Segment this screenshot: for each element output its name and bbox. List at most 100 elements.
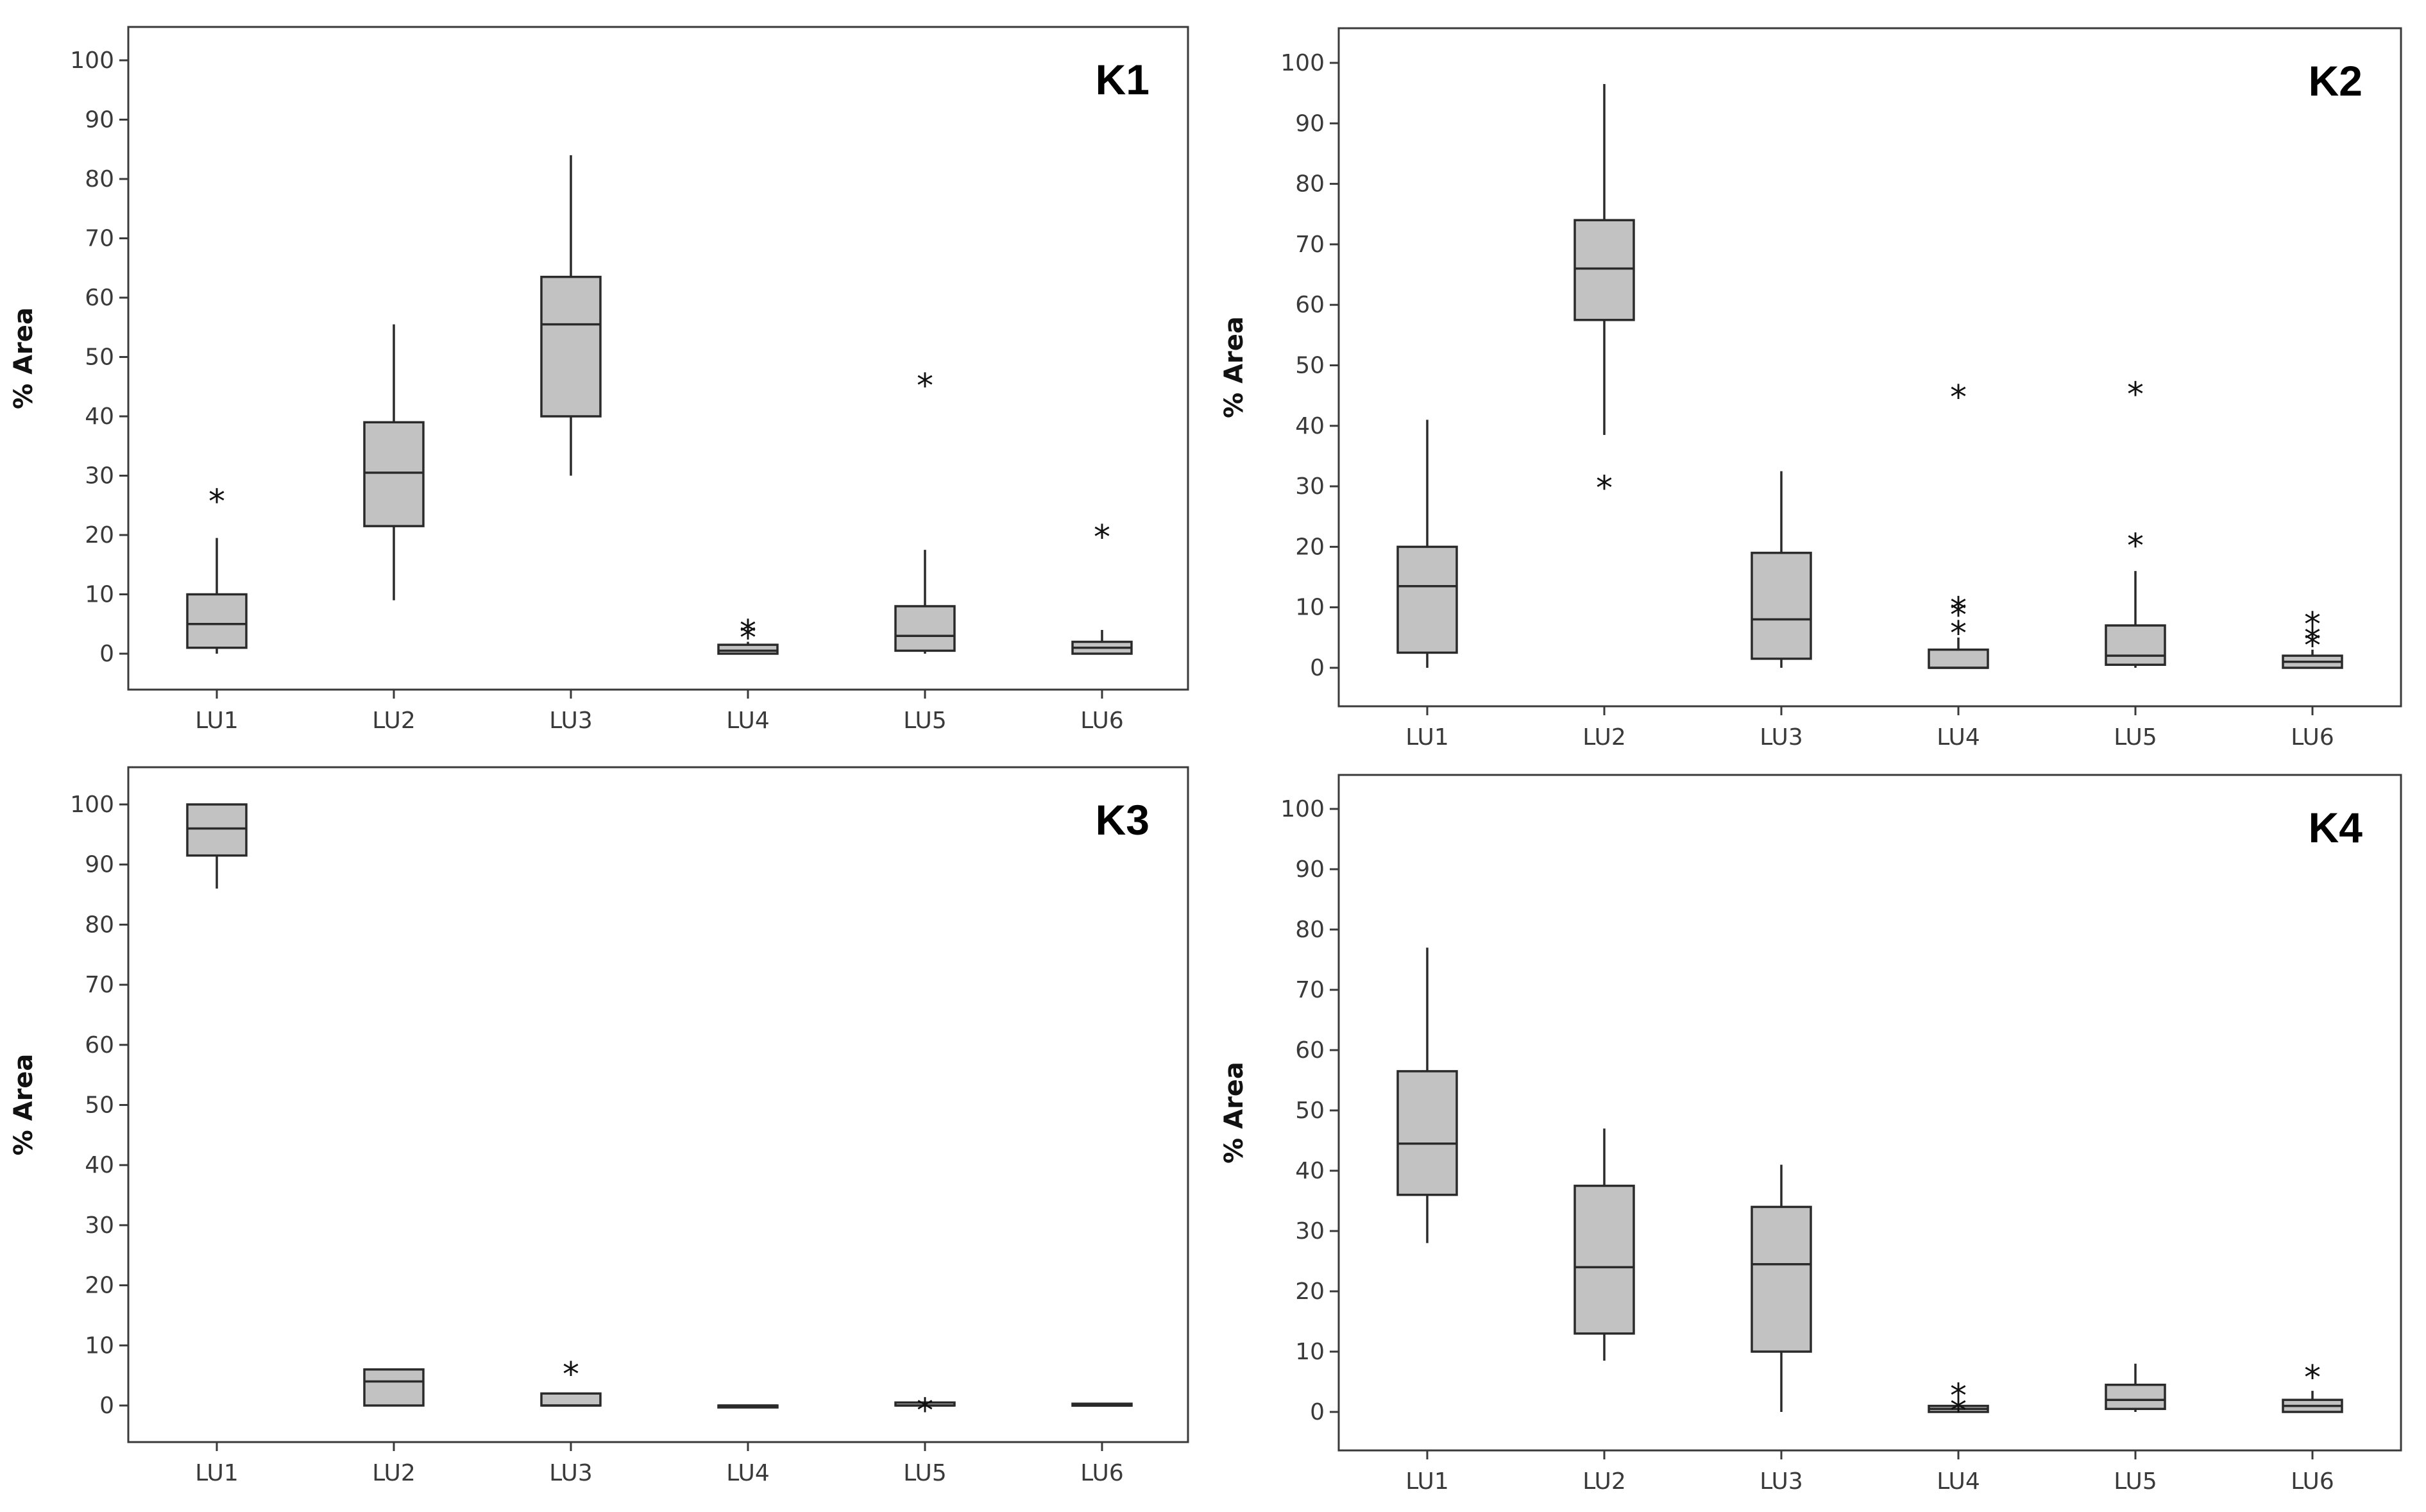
y-tick-label: 30	[1295, 473, 1325, 500]
y-tick-label: 100	[1280, 796, 1325, 822]
x-tick-label: LU5	[903, 1460, 947, 1486]
box-lu4: ****	[1928, 378, 1989, 669]
x-tick-label: LU1	[1405, 724, 1449, 751]
panel-k1: 0 10 20 30 40 50 60 70 80 90 100 % Area K1 LU1 LU2 LU3 L…	[9, 26, 1189, 734]
panel-title: K3	[1096, 796, 1149, 844]
x-tick-label: LU2	[372, 708, 416, 734]
iqr-box	[2105, 1383, 2166, 1411]
y-tick-label: 20	[1295, 534, 1325, 560]
iqr-box	[1574, 1184, 1635, 1335]
x-tick-label: LU3	[1760, 724, 1803, 751]
y-tick-label: 20	[85, 522, 114, 548]
y-tick-label: 40	[85, 1152, 114, 1178]
y-tick-label: 50	[85, 1092, 114, 1119]
panel-title: K4	[2309, 804, 2363, 851]
iqr-box	[1574, 219, 1635, 321]
x-tick-label: LU2	[1582, 1468, 1626, 1495]
y-tick-label: 40	[1295, 1158, 1325, 1184]
iqr-box	[1751, 1205, 1812, 1353]
x-tick-label: LU3	[549, 1460, 593, 1486]
outlier-marker: *	[1950, 378, 1967, 417]
y-tick-label: 40	[85, 403, 114, 430]
iqr-box	[1396, 545, 1458, 654]
y-tick-label: 10	[1295, 595, 1325, 621]
y-tick-label: 30	[1295, 1218, 1325, 1244]
box-lu2	[363, 324, 425, 600]
x-tick-label: LU2	[1582, 724, 1626, 751]
box-lu1: *	[186, 482, 248, 654]
y-tick-label: 10	[85, 1332, 114, 1359]
panel-title: K2	[2309, 57, 2362, 105]
x-tick-label: LU1	[1405, 1468, 1449, 1495]
y-tick-label: 50	[85, 344, 114, 371]
plot-frame	[127, 766, 1189, 1443]
plot-frame	[1337, 27, 2402, 708]
iqr-box	[540, 1392, 602, 1407]
outlier-marker: *	[1950, 1392, 1967, 1431]
x-tick-label: LU5	[903, 708, 947, 734]
iqr-box	[894, 605, 956, 652]
outlier-marker: *	[2304, 1359, 2321, 1397]
box-lu3	[1751, 1164, 1812, 1412]
outlier-marker: *	[917, 367, 933, 405]
iqr-box	[1396, 1070, 1458, 1196]
box-lu6: *	[2282, 1359, 2343, 1413]
iqr-box	[186, 593, 248, 649]
x-tick-label: LU6	[2291, 1468, 2334, 1495]
box-lu6: ***	[2282, 606, 2343, 669]
x-tick-label: LU3	[1760, 1468, 1803, 1495]
outlier-marker: *	[1596, 470, 1613, 508]
outlier-marker: *	[1094, 518, 1110, 557]
x-tick-label: LU6	[2291, 724, 2334, 751]
x-tick-label: LU6	[1080, 708, 1124, 734]
box-lu1	[1396, 420, 1458, 668]
box-lu3	[1751, 471, 1812, 668]
x-tick-label: LU3	[549, 708, 593, 734]
y-tick-label: 40	[1295, 413, 1325, 439]
box-lu1	[186, 803, 248, 889]
y-tick-label: 70	[85, 226, 114, 252]
outlier-marker: *	[2304, 606, 2321, 644]
box-lu1	[1396, 947, 1458, 1243]
y-tick-label: 30	[85, 463, 114, 489]
outlier-marker: *	[1950, 590, 1967, 629]
y-tick-label: 50	[1295, 353, 1325, 379]
x-tick-label: LU4	[726, 708, 770, 734]
box-lu3: *	[540, 1355, 602, 1407]
outlier-marker: *	[2304, 627, 2321, 665]
x-tick-label: LU1	[195, 708, 239, 734]
box-lu5: *	[894, 1391, 956, 1430]
iqr-box	[363, 421, 425, 527]
box-lu5: **	[2105, 376, 2166, 668]
x-tick-label: LU6	[1080, 1460, 1124, 1486]
iqr-box	[363, 1368, 425, 1407]
panel-k4: 0 10 20 30 40 50 60 70 80 90 100 % Area K4 LU1 LU2 LU3 L…	[1219, 774, 2402, 1495]
box-lu6	[1071, 1402, 1133, 1407]
y-tick-label: 80	[1295, 171, 1325, 198]
y-tick-label: 20	[85, 1273, 114, 1299]
iqr-box	[186, 803, 248, 857]
y-tick-label: 20	[1295, 1278, 1325, 1305]
x-tick-label: LU4	[726, 1460, 770, 1486]
y-tick-label: 90	[85, 107, 114, 133]
x-tick-label: LU4	[1937, 724, 1980, 751]
panel-title: K1	[1096, 56, 1149, 103]
y-tick-label: 0	[99, 1393, 114, 1419]
outlier-marker: *	[1950, 615, 1967, 653]
outlier-marker: *	[2127, 376, 2144, 414]
y-tick-label: 60	[1295, 292, 1325, 318]
y-tick-label: 50	[1295, 1098, 1325, 1124]
x-tick-label: LU1	[195, 1460, 239, 1486]
y-tick-label: 100	[70, 47, 114, 74]
box-lu4	[717, 1404, 779, 1409]
box-lu5	[2105, 1363, 2166, 1412]
y-tick-label: 60	[85, 285, 114, 311]
y-tick-label: 70	[85, 972, 114, 998]
x-tick-label: LU5	[2114, 724, 2157, 751]
outlier-marker: *	[208, 482, 225, 521]
y-tick-label: 10	[1295, 1339, 1325, 1365]
y-tick-label: 60	[85, 1032, 114, 1058]
panel-k2: 0 10 20 30 40 50 60 70 80 90 100 % Area K2 LU1 LU2 LU3 L…	[1219, 27, 2402, 751]
box-lu3	[540, 155, 602, 476]
